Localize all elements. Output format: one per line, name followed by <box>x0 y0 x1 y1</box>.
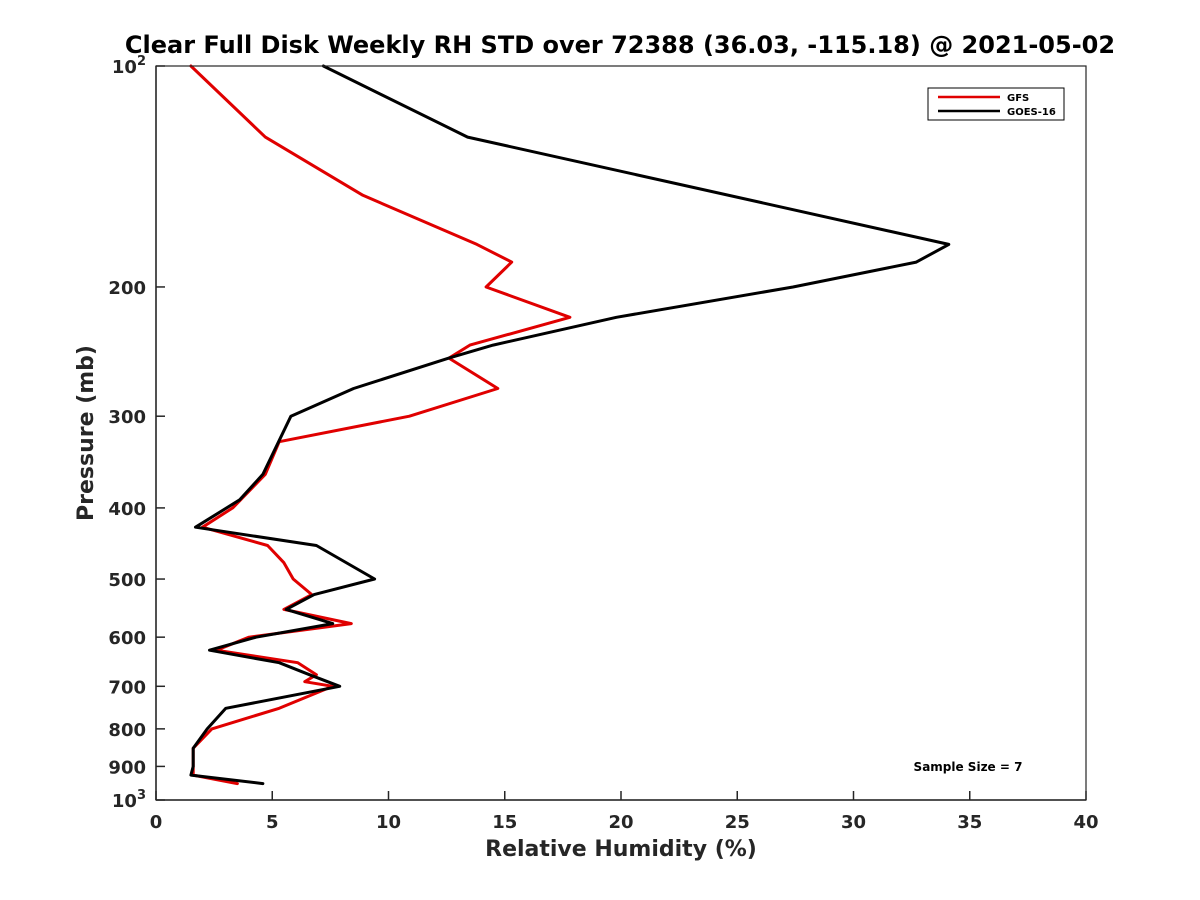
x-axis-label: Relative Humidity (%) <box>485 837 757 862</box>
chart-title: Clear Full Disk Weekly RH STD over 72388… <box>125 31 1115 59</box>
y-tick-label-base: 10 <box>112 791 137 812</box>
legend: GFS GOES-16 <box>927 87 1065 121</box>
y-tick-label-base: 10 <box>112 57 137 78</box>
series-line-goes-16 <box>189 64 951 786</box>
x-tick-label: 40 <box>1073 812 1098 833</box>
y-tick-label: 102 <box>112 54 146 78</box>
series-line-gfs <box>189 64 572 786</box>
x-tick-label: 25 <box>725 812 750 833</box>
legend-label-gfs: GFS <box>1007 93 1029 104</box>
legend-label-goes-16: GOES-16 <box>1007 107 1056 118</box>
y-tick-label-exponent: 3 <box>137 788 146 803</box>
series-layer <box>189 64 951 786</box>
y-tick-label: 400 <box>108 499 146 520</box>
x-tick-label: 15 <box>492 812 517 833</box>
legend-box <box>927 87 1065 121</box>
x-tick-label: 5 <box>266 812 279 833</box>
x-tick-label: 35 <box>957 812 982 833</box>
y-tick-label: 300 <box>108 407 146 428</box>
y-axis-label: Pressure (mb) <box>74 345 99 521</box>
y-tick-label: 900 <box>108 757 146 778</box>
sample-size-annotation: Sample Size = 7 <box>914 760 1023 774</box>
y-tick-label: 200 <box>108 278 146 299</box>
y-tick-label: 800 <box>108 720 146 741</box>
x-tick-label: 20 <box>608 812 633 833</box>
y-tick-label: 103 <box>112 788 146 812</box>
x-tick-label: 0 <box>150 812 163 833</box>
y-tick-label-exponent: 2 <box>137 54 146 69</box>
y-tick-label: 600 <box>108 628 146 649</box>
y-tick-label: 700 <box>108 677 146 698</box>
x-axis-ticks: 0 5 10 15 20 25 30 35 40 <box>150 791 1099 833</box>
x-tick-label: 10 <box>376 812 401 833</box>
x-tick-label: 30 <box>841 812 866 833</box>
plot-frame <box>155 65 1087 801</box>
y-tick-label: 500 <box>108 570 146 591</box>
